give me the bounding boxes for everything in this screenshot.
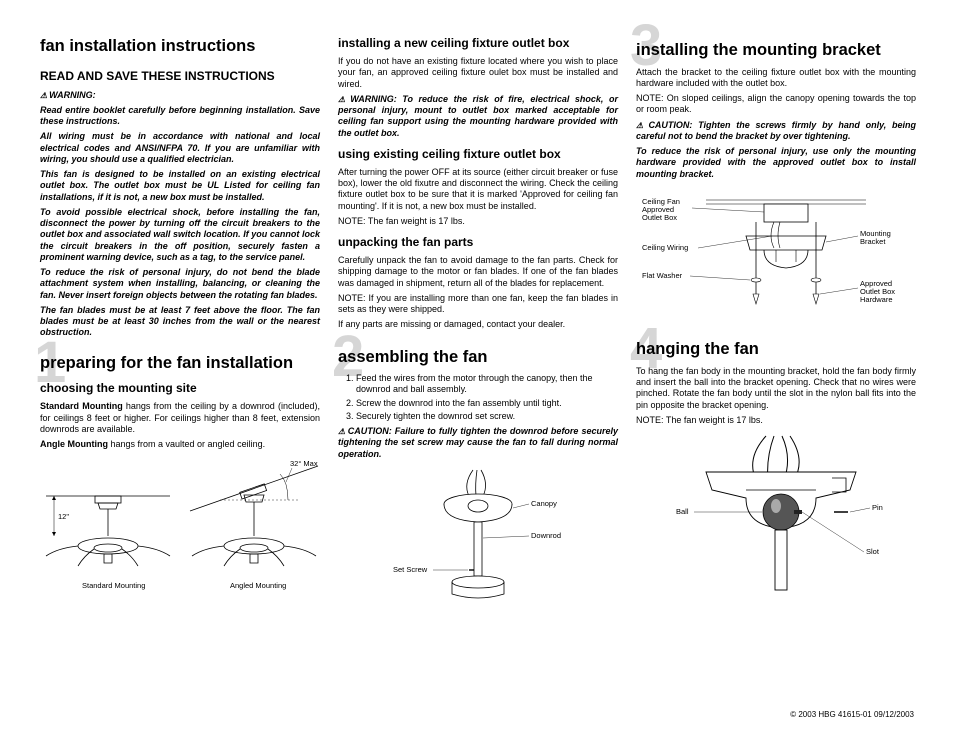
svg-text:Set Screw: Set Screw [393,565,428,574]
bracket-caution: CAUTION: Tighten the screws firmly by ha… [636,120,916,141]
assembly-caution: CAUTION: Failure to fully tighten the do… [338,426,618,459]
svg-text:Angled Mounting: Angled Mounting [230,581,286,590]
section-3-title: installing the mounting bracket [636,40,916,61]
unpacking-p3: If any parts are missing or damaged, con… [338,319,618,330]
svg-text:ApprovedOutlet BoxHardware: ApprovedOutlet BoxHardware [860,279,895,304]
svg-text:Downrod: Downrod [531,531,561,540]
hanging-p1: To hang the fan body in the mounting bra… [636,366,916,411]
intro-p3: This fan is designed to be installed on … [40,169,320,203]
intro-p1: Read entire booklet carefully before beg… [40,105,320,128]
bracket-p1: Attach the bracket to the ceiling fixtur… [636,67,916,90]
intro-p6: The fan blades must be at least 7 feet a… [40,305,320,339]
svg-text:Flat Washer: Flat Washer [642,271,683,280]
intro-p5: To reduce the risk of personal injury, d… [40,267,320,301]
bracket-diagram: Ceiling FanApprovedOutlet Box Ceiling Wi… [636,186,916,329]
subtitle: READ AND SAVE THESE INSTRUCTIONS [40,69,320,84]
unpacking-heading: unpacking the fan parts [338,235,618,250]
bracket-p2: To reduce the risk of personal injury, u… [636,146,916,180]
column-3: 3 installing the mounting bracket Attach… [636,36,916,619]
step-2: Screw the downrod into the fan assembly … [356,398,618,409]
svg-text:MountingBracket: MountingBracket [860,229,891,246]
footer-copyright: © 2003 HBG 41615-01 09/12/2003 [790,710,914,720]
existing-outlet-p1: After turning the power OFF at its sourc… [338,167,618,212]
svg-text:Standard Mounting: Standard Mounting [82,581,145,590]
angle-mounting-text: Angle Mounting hangs from a vaulted or a… [40,439,320,450]
section-4-title: hanging the fan [636,339,916,360]
svg-text:Ceiling FanApprovedOutlet Box: Ceiling FanApprovedOutlet Box [642,197,680,222]
assembly-diagram: Canopy Downrod Set Screw [338,466,618,619]
existing-outlet-heading: using existing ceiling fixture outlet bo… [338,147,618,162]
column-2: installing a new ceiling fixture outlet … [338,36,618,619]
page-columns: fan installation instructions READ AND S… [40,36,916,619]
bracket-note: NOTE: On sloped ceilings, align the cano… [636,93,916,116]
new-outlet-p1: If you do not have an existing fixture l… [338,56,618,90]
new-outlet-warning: WARNING: To reduce the risk of fire, ele… [338,94,618,138]
step-3: Securely tighten the downrod set screw. [356,411,618,422]
mounting-diagram: 12" 32° Max Standard Mounting An [40,456,320,604]
caution-icon [338,426,348,436]
unpacking-p1: Carefully unpack the fan to avoid damage… [338,255,618,289]
unpacking-p2: NOTE: If you are installing more than on… [338,293,618,316]
intro-p4: To avoid possible electrical shock, befo… [40,207,320,263]
weight-note-1: NOTE: The fan weight is 17 lbs. [338,216,618,227]
svg-text:Canopy: Canopy [531,499,557,508]
intro-p2: All wiring must be in accordance with na… [40,131,320,165]
section-1-title: preparing for the fan installation [40,353,320,374]
warning-icon [40,90,49,100]
new-outlet-heading: installing a new ceiling fixture outlet … [338,36,618,51]
assembly-steps: Feed the wires from the motor through th… [338,373,618,422]
warning-label: WARNING: [49,90,96,100]
choosing-site-heading: choosing the mounting site [40,381,320,396]
caution-icon [636,120,648,130]
main-title: fan installation instructions [40,36,320,57]
step-1: Feed the wires from the motor through th… [356,373,618,396]
warning-icon [338,94,350,104]
hanging-diagram: Ball Pin Slot [636,432,916,605]
svg-text:Ball: Ball [676,507,689,516]
svg-text:Slot: Slot [866,547,880,556]
std-mounting-text: Standard Mounting hangs from the ceiling… [40,401,320,435]
svg-text:32° Max: 32° Max [290,459,318,468]
column-1: fan installation instructions READ AND S… [40,36,320,619]
section-2-title: assembling the fan [338,347,618,368]
svg-text:Pin: Pin [872,503,883,512]
svg-text:12": 12" [58,512,69,521]
svg-text:Ceiling Wiring: Ceiling Wiring [642,243,688,252]
weight-note-2: NOTE: The fan weight is 17 lbs. [636,415,916,426]
